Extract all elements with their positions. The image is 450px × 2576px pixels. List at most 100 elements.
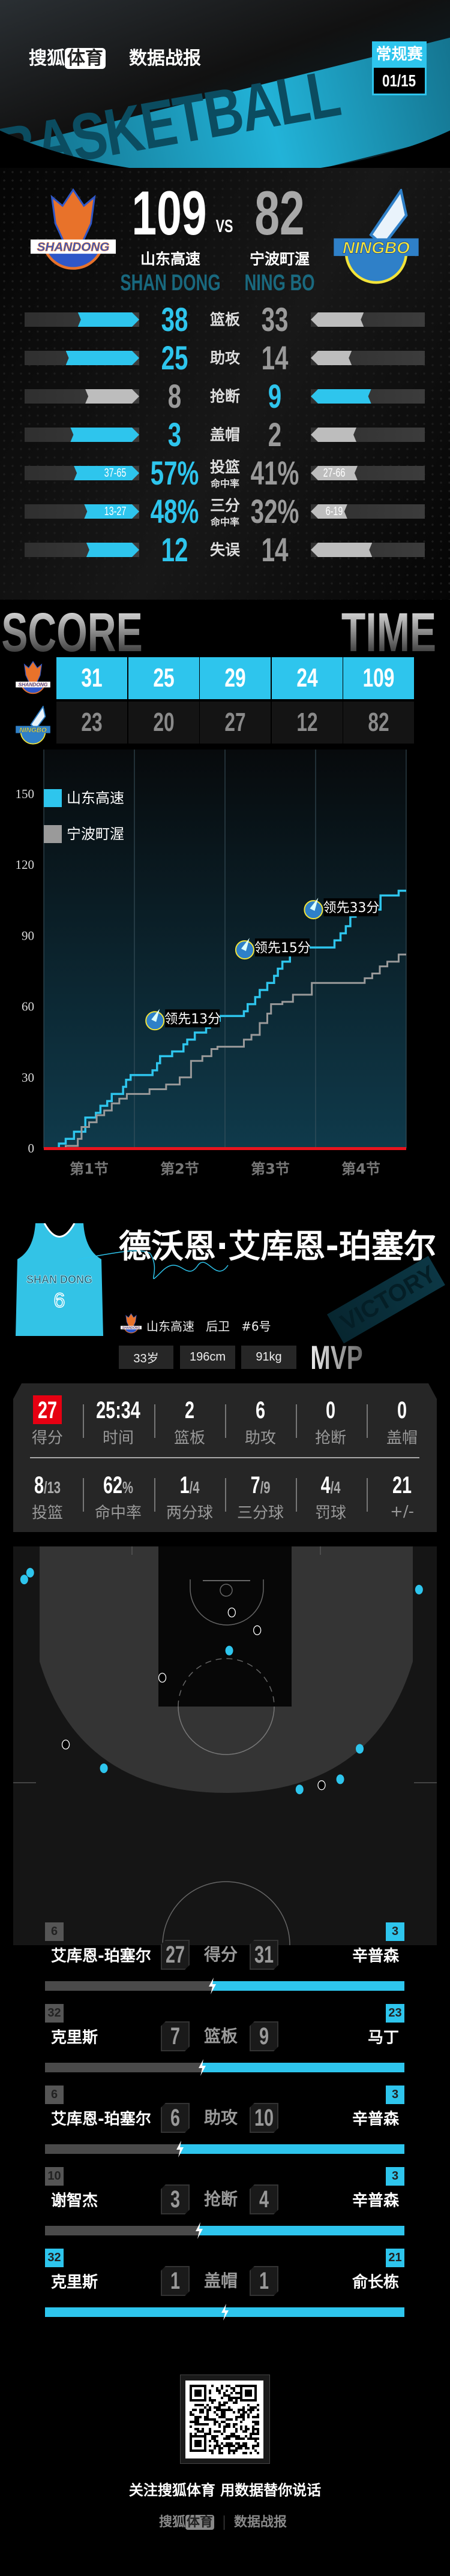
vs-label: VS: [215, 216, 233, 236]
away-quarter-cell: 23: [56, 702, 127, 744]
away-player-name: 俞长栋: [352, 2273, 399, 2292]
y-tick-label: 0: [28, 1141, 35, 1155]
mvp-shooting-value: 21: [392, 1473, 412, 1497]
qr-module: [250, 2406, 252, 2409]
qr-module: [206, 2404, 209, 2406]
qr-module: [199, 2409, 202, 2411]
qr-module: [242, 2437, 245, 2440]
qr-code-icon[interactable]: [185, 2381, 263, 2458]
lightning-shape: [176, 2141, 184, 2157]
qr-module: [228, 2447, 230, 2449]
qr-module: [230, 2418, 233, 2421]
qr-module: [223, 2392, 226, 2394]
away-stat-bar-fill: [311, 351, 352, 365]
qr-module: [226, 2435, 228, 2437]
dragon-logo: SHANDONG: [30, 188, 116, 270]
qr-module: [254, 2440, 257, 2442]
rocket: [30, 705, 46, 730]
leader-stat-label: 盖帽: [203, 2271, 238, 2291]
away-player-number: 21: [386, 2249, 404, 2267]
qr-module: [221, 2421, 223, 2423]
shooting-attempts: /4: [330, 1478, 341, 1497]
away-value-box: 4: [250, 2184, 278, 2214]
mvp-shooting-label: 两分球: [166, 1504, 214, 1522]
qr-module: [235, 2399, 238, 2402]
home-score: 109: [131, 179, 207, 248]
stat-separator: [295, 1404, 297, 1438]
qr-module: [252, 2430, 254, 2433]
qr-module: [230, 2409, 233, 2411]
dragon-logo: SHANDONG: [16, 661, 50, 694]
qr-module: [226, 2385, 228, 2387]
away-player-number: 3: [386, 2086, 404, 2104]
qr-module: [228, 2409, 230, 2411]
mvp-shooting-value: 4/4: [321, 1473, 341, 1497]
qr-module: [216, 2430, 218, 2433]
qr-module: [245, 2452, 247, 2454]
qr-module: [235, 2418, 238, 2421]
logo-text: NINGBO: [19, 727, 47, 734]
qr-module: [240, 2445, 242, 2447]
qr-module: [223, 2437, 226, 2440]
footer-report-title: 数据战报: [234, 2515, 287, 2530]
qr-module: [257, 2423, 259, 2425]
shooting-attempts: /13: [43, 1478, 61, 1497]
qr-module: [233, 2411, 235, 2414]
home-quarter-score: 31: [81, 663, 103, 693]
qr-module: [214, 2445, 216, 2447]
qr-module: [190, 2411, 192, 2414]
qr-module: [233, 2402, 235, 2404]
center-circle: [162, 1881, 290, 1945]
away-leader-bar: [179, 2144, 404, 2154]
home-stat-detail: 13-27: [104, 505, 127, 518]
home-stat-value: 57%: [150, 454, 199, 492]
qr-module: [211, 2385, 214, 2387]
home-leader-value: 7: [170, 2023, 181, 2050]
qr-module: [238, 2445, 240, 2447]
y-tick-label: 90: [22, 928, 34, 943]
report-title: 数据战报: [129, 48, 201, 69]
qr-module: [254, 2416, 257, 2418]
qr-module: [252, 2447, 254, 2449]
qr-module: [209, 2390, 211, 2392]
shooting-made: 8: [34, 1472, 44, 1498]
home-quarter-score: 29: [224, 663, 246, 693]
qr-module: [221, 2385, 223, 2387]
away-quarter-score: 20: [153, 708, 175, 737]
home-stat-bar: [25, 428, 139, 442]
qr-module: [235, 2423, 238, 2425]
qr-module: [242, 2430, 245, 2433]
mvp-shooting-label: 命中率: [94, 1504, 142, 1522]
qr-module: [218, 2452, 221, 2454]
away-quarter-score: 27: [224, 708, 246, 737]
qr-module: [209, 2428, 211, 2430]
qr-module: [238, 2397, 240, 2399]
home-player-name: 克里斯: [51, 2273, 98, 2292]
made-shot-marker: [26, 1567, 34, 1578]
home-stat-value: 3: [167, 416, 182, 453]
qr-module: [214, 2411, 216, 2414]
score-title: SCORE: [1, 602, 143, 663]
qr-module: [209, 2392, 211, 2394]
mvp-age: 33岁: [119, 1346, 173, 1369]
away-stat-bar-fill: [311, 312, 364, 327]
qr-module: [254, 2406, 257, 2409]
away-team-logo: NINGBO: [328, 187, 424, 286]
mvp-team: 山东高速: [146, 1319, 194, 1334]
missed-shot-marker: [317, 1780, 326, 1790]
away-quarter-cell: 12: [272, 702, 343, 744]
stat-separator: [154, 1478, 155, 1512]
shooting-made: 21: [392, 1472, 412, 1498]
qr-module: [242, 2409, 245, 2411]
qr-module: [247, 2447, 250, 2449]
qr-module: [233, 2425, 235, 2428]
qr-module: [209, 2445, 211, 2447]
qr-module: [209, 2433, 211, 2435]
qr-module: [211, 2437, 214, 2440]
made-shot-marker: [20, 1575, 28, 1585]
home-stat-value: 38: [161, 300, 188, 338]
logo-ball: [20, 731, 46, 745]
qr-module: [226, 2394, 228, 2397]
qr-module: [245, 2425, 247, 2428]
stat-label: 投篮: [209, 458, 241, 476]
